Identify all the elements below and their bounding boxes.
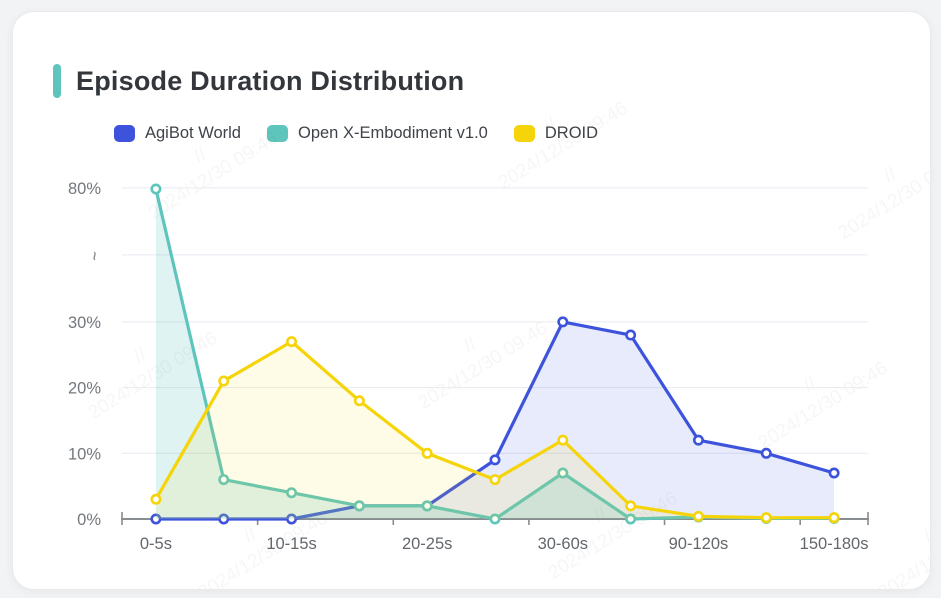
legend-label: Open X-Embodiment v1.0	[298, 124, 488, 142]
legend-label: DROID	[544, 124, 599, 142]
y-axis-label: 20%	[68, 380, 101, 398]
y-axis-label: 10%	[68, 445, 101, 463]
x-axis-label: 20-25s	[402, 535, 452, 553]
data-point-marker-agibot-world[interactable]	[557, 316, 569, 328]
legend-item-open-x-embodiment[interactable]: Open X-Embodiment v1.0	[267, 124, 488, 143]
card-header: Episode Duration Distribution	[53, 64, 464, 98]
data-point-marker-droid[interactable]	[828, 512, 840, 524]
data-point-marker-agibot-world[interactable]	[760, 447, 772, 459]
y-axis-label: 80%	[68, 180, 101, 198]
data-point-marker-droid[interactable]	[557, 434, 569, 446]
data-point-marker-droid[interactable]	[353, 395, 365, 407]
data-point-marker-droid[interactable]	[286, 336, 298, 348]
series-area-open-x-embodiment-v1-0	[155, 188, 835, 520]
chart-card: Episode Duration Distribution AgiBot Wor…	[12, 11, 931, 590]
data-point-marker-open-x-embodiment-v1-0[interactable]	[218, 474, 230, 486]
data-point-marker-droid[interactable]	[421, 447, 433, 459]
data-point-marker-droid[interactable]	[625, 500, 637, 512]
data-point-marker-droid[interactable]	[760, 512, 772, 524]
legend-swatch-droid-icon	[513, 125, 535, 142]
data-point-marker-agibot-world[interactable]	[286, 513, 298, 525]
title-accent-bar	[53, 64, 61, 98]
legend-swatch-agibot-world-icon	[114, 125, 135, 142]
legend-swatch-open-x-embodiment-icon	[267, 125, 288, 142]
data-point-marker-agibot-world[interactable]	[828, 467, 840, 479]
legend-label: AgiBot World	[145, 124, 241, 142]
data-point-marker-droid[interactable]	[489, 474, 501, 486]
data-point-marker-agibot-world[interactable]	[218, 513, 230, 525]
data-point-marker-open-x-embodiment-v1-0[interactable]	[353, 500, 365, 512]
x-axis-label: 30-60s	[538, 535, 588, 553]
data-point-marker-droid[interactable]	[692, 510, 704, 522]
data-point-marker-agibot-world[interactable]	[150, 513, 162, 525]
x-axis-label: 0-5s	[140, 535, 172, 553]
data-point-marker-agibot-world[interactable]	[489, 454, 501, 466]
series-area-droid	[155, 341, 835, 519]
x-axis-label: 10-15s	[266, 535, 316, 553]
data-point-marker-droid[interactable]	[150, 493, 162, 505]
data-point-marker-agibot-world[interactable]	[692, 434, 704, 446]
x-axis-label: 90-120s	[669, 535, 729, 553]
y-axis-label: 30%	[68, 314, 101, 332]
data-point-marker-droid[interactable]	[218, 375, 230, 387]
chart-legend: AgiBot World Open X-Embodiment v1.0 DROI…	[114, 124, 624, 143]
y-axis-label: 0%	[77, 511, 101, 529]
data-point-marker-open-x-embodiment-v1-0[interactable]	[489, 513, 501, 525]
data-point-marker-open-x-embodiment-v1-0[interactable]	[557, 467, 569, 479]
data-point-marker-open-x-embodiment-v1-0[interactable]	[286, 487, 298, 499]
y-axis-break-label: ~	[85, 251, 103, 261]
x-axis-label: 150-180s	[800, 535, 869, 553]
chart-title: Episode Duration Distribution	[76, 65, 465, 96]
data-point-marker-open-x-embodiment-v1-0[interactable]	[625, 513, 637, 525]
series-area-agibot-world	[155, 321, 835, 519]
legend-item-droid[interactable]: DROID	[513, 124, 599, 143]
data-point-marker-open-x-embodiment-v1-0[interactable]	[150, 183, 162, 195]
legend-item-agibot-world[interactable]: AgiBot World	[114, 124, 241, 143]
data-point-marker-agibot-world[interactable]	[625, 329, 637, 341]
data-point-marker-open-x-embodiment-v1-0[interactable]	[421, 500, 433, 512]
